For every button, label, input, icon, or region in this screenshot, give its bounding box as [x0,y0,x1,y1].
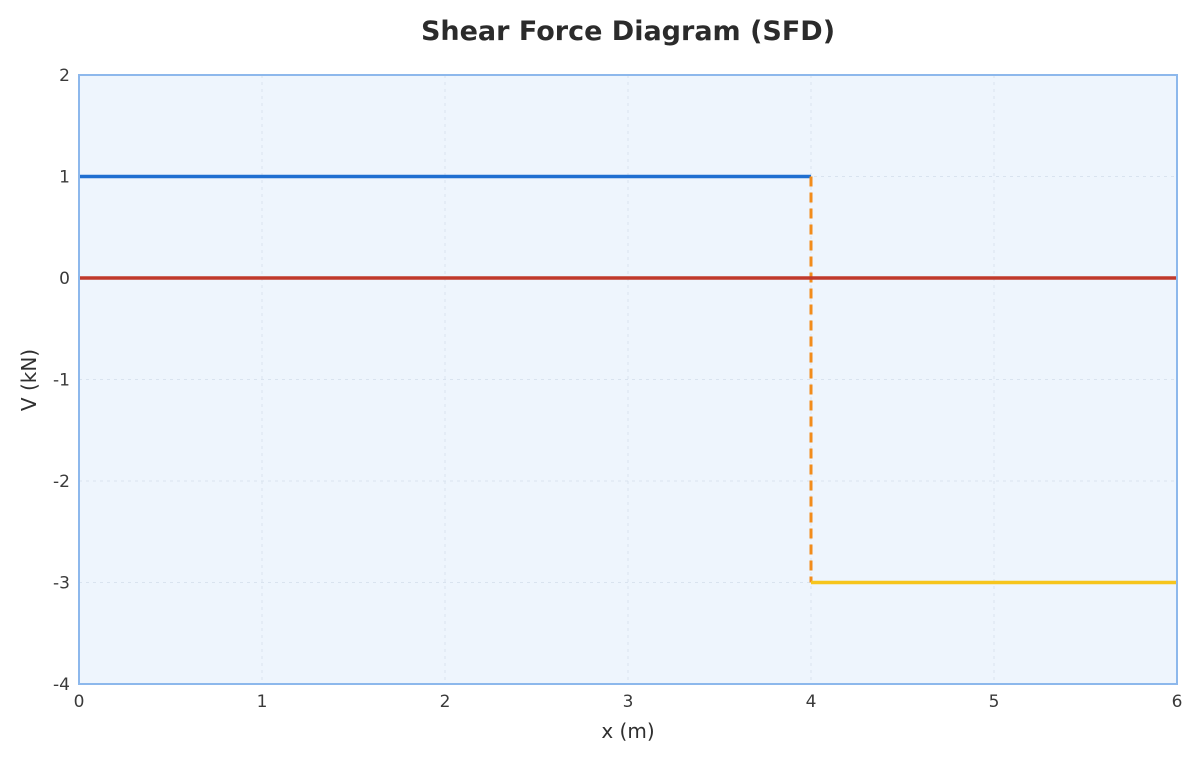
x-tick-label: 1 [257,692,268,712]
series-layer [79,174,1177,585]
y-tick-label: -3 [53,574,70,594]
y-tick-label: -4 [53,675,70,695]
y-tick-label: 1 [59,168,70,188]
chart-title: Shear Force Diagram (SFD) [421,16,835,47]
x-tick-label: 3 [623,692,634,712]
x-tick-label: 4 [806,692,817,712]
x-tick-label: 5 [989,692,1000,712]
y-tick-label: 2 [59,66,70,86]
y-tick-label: 0 [59,269,70,289]
x-tick-label: 6 [1172,692,1183,712]
plot-area-border [78,74,1178,685]
tick-labels: 0 1 2 3 4 5 6 -4 -3 -2 -1 0 1 2 [53,66,1182,712]
x-axis-label: x (m) [601,719,654,743]
y-tick-label: -2 [53,472,70,492]
y-tick-label: -1 [53,371,70,391]
x-tick-label: 2 [440,692,451,712]
x-tick-label: 0 [74,692,85,712]
y-axis-label: V (kN) [17,349,41,411]
